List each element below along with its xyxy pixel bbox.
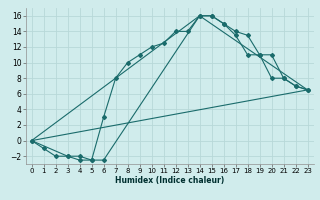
X-axis label: Humidex (Indice chaleur): Humidex (Indice chaleur) (115, 176, 224, 185)
